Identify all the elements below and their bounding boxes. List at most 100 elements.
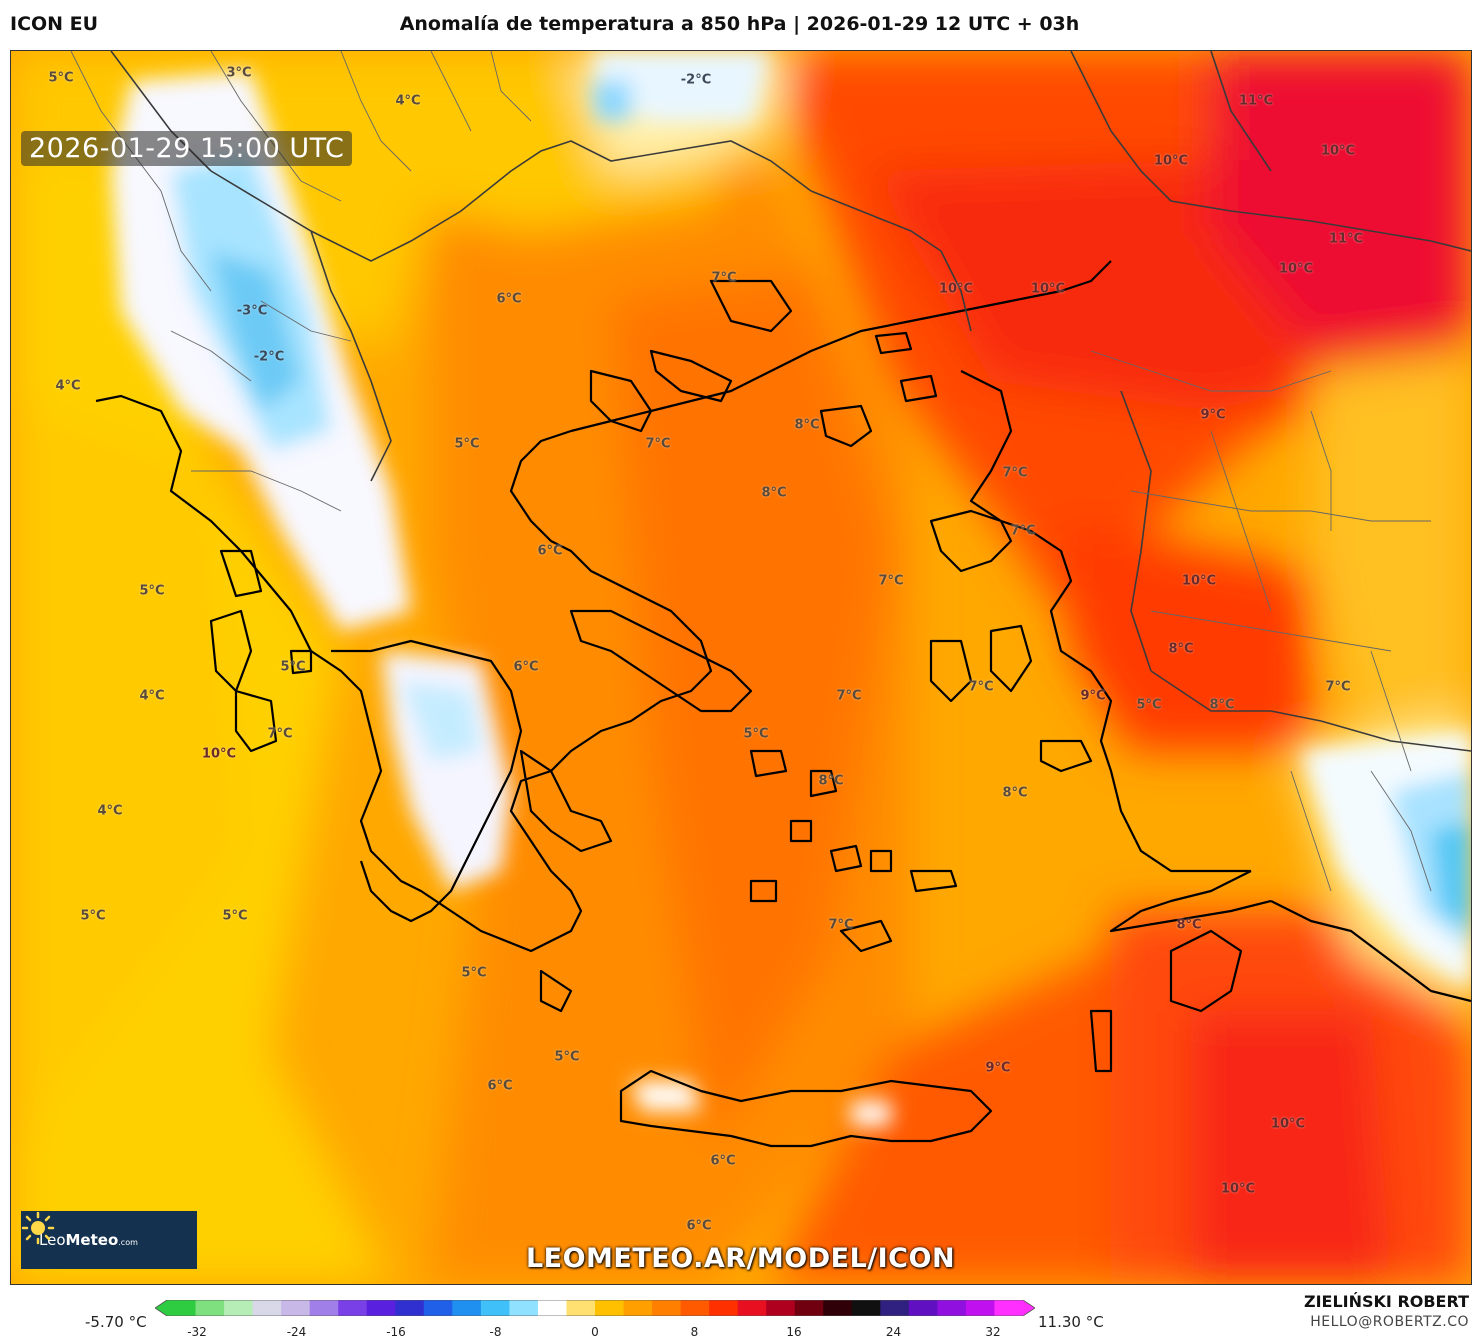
author-credit: ZIELIŃSKI ROBERT xyxy=(1303,1292,1469,1311)
temperature-label: 4°C xyxy=(55,378,81,394)
map-title: Anomalía de temperatura a 850 hPa | 2026… xyxy=(399,13,1080,35)
colorbar-swatch xyxy=(851,1300,881,1316)
colorbar-tick-label: -16 xyxy=(386,1325,406,1339)
colorbar-swatch xyxy=(395,1300,425,1316)
temperature-label: 3°C xyxy=(226,65,252,81)
colorbar-swatch xyxy=(794,1300,824,1316)
colorbar-swatch xyxy=(480,1300,510,1316)
colorbar-tick-label: -8 xyxy=(489,1325,502,1339)
colorbar-swatch xyxy=(566,1300,596,1316)
temperature-label: 10°C xyxy=(1278,261,1314,277)
temperature-label: 7°C xyxy=(645,436,671,452)
colorbar-swatch xyxy=(338,1300,368,1316)
colorbar-swatch xyxy=(908,1300,938,1316)
leometeo-logo: LeoMeteo.com xyxy=(21,1211,197,1269)
colorbar-high-arrow xyxy=(1023,1300,1035,1316)
temperature-label: -3°C xyxy=(236,303,268,319)
temperature-label: -2°C xyxy=(253,349,285,365)
temperature-label: 8°C xyxy=(1209,697,1235,713)
colorbar-tick-label: -24 xyxy=(286,1325,307,1339)
temperature-label: 6°C xyxy=(537,543,563,559)
temperature-label: 10°C xyxy=(938,281,974,297)
temperature-label: 11°C xyxy=(1328,231,1364,247)
temperature-label: 7°C xyxy=(828,917,854,933)
colorbar-tick-label: 8 xyxy=(690,1325,699,1339)
colorbar-swatch xyxy=(623,1300,653,1316)
temperature-label: 8°C xyxy=(1002,785,1028,801)
colorbar-tick-label: 32 xyxy=(985,1325,1001,1339)
model-name: ICON EU xyxy=(10,13,99,35)
temperature-label: 10°C xyxy=(201,746,237,762)
temperature-label: 6°C xyxy=(710,1153,736,1169)
cold-anomaly-areas xyxy=(111,51,1471,1126)
temperature-label: 6°C xyxy=(686,1218,712,1234)
colorbar-swatch xyxy=(680,1300,710,1316)
colorbar-swatch xyxy=(537,1300,567,1316)
colorbar-swatch xyxy=(281,1300,311,1316)
temperature-label: 4°C xyxy=(97,803,123,819)
watermark-url: LEOMETEO.AR/MODEL/ICON xyxy=(525,1243,956,1274)
colorbar-low-arrow xyxy=(155,1300,167,1316)
temperature-label: 8°C xyxy=(761,485,787,501)
temperature-label: 8°C xyxy=(1168,641,1194,657)
temperature-label: 5°C xyxy=(48,70,74,86)
temperature-label: 11°C xyxy=(1238,93,1274,109)
colorbar-swatch xyxy=(252,1300,282,1316)
colorbar-swatch xyxy=(766,1300,796,1316)
valid-time-label: 2026-01-29 15:00 UTC xyxy=(21,131,353,166)
colorbar-swatch xyxy=(366,1300,396,1316)
temperature-label: 5°C xyxy=(554,1049,580,1065)
temperature-label: 5°C xyxy=(80,908,106,924)
anomaly-map: 2026-01-29 15:00 UTC 5°C 3°C -2°C 4°C 11°C 10… xyxy=(10,50,1472,1285)
temperature-label: 4°C xyxy=(395,93,421,109)
temperature-label: 5°C xyxy=(139,583,165,599)
colorbar-swatch xyxy=(823,1300,853,1316)
colorbar-swatch xyxy=(965,1300,995,1316)
temperature-label: 10°C xyxy=(1030,281,1066,297)
colorbar-swatch xyxy=(509,1300,539,1316)
temperature-label: 5°C xyxy=(743,726,769,742)
coastlines xyxy=(95,260,1471,1148)
colorbar-swatch xyxy=(709,1300,739,1316)
temperature-label: 5°C xyxy=(222,908,248,924)
colorbar-swatch xyxy=(737,1300,767,1316)
temperature-label: 7°C xyxy=(711,270,737,286)
colorbar-swatch xyxy=(167,1300,197,1316)
colorbar-swatch xyxy=(423,1300,453,1316)
colorbar-swatch xyxy=(595,1300,625,1316)
colorbar-swatch xyxy=(652,1300,682,1316)
temperature-label: 10°C xyxy=(1270,1116,1306,1132)
temperature-label: 7°C xyxy=(1002,465,1028,481)
colorbar-tick-label: 0 xyxy=(591,1325,599,1339)
colorbar-tick-label: 24 xyxy=(885,1325,902,1339)
temperature-label: 10°C xyxy=(1220,1181,1256,1197)
temperature-label: 6°C xyxy=(496,291,522,307)
author-email: HELLO@ROBERTZ.CO xyxy=(1310,1314,1469,1330)
colorbar-swatch xyxy=(880,1300,910,1316)
colorbar-swatch xyxy=(452,1300,482,1316)
temperature-label: 4°C xyxy=(139,688,165,704)
temperature-label: 10°C xyxy=(1153,153,1189,169)
temperature-label: 5°C xyxy=(1136,697,1162,713)
temperature-label: 5°C xyxy=(454,436,480,452)
temperature-label: 9°C xyxy=(1200,407,1226,423)
temperature-label: 5°C xyxy=(280,659,306,675)
regional-borders xyxy=(70,51,1432,892)
temperature-label: 7°C xyxy=(267,726,293,742)
colorbar-swatch xyxy=(937,1300,967,1316)
temperature-label: 7°C xyxy=(1325,679,1351,695)
colorbar-swatch xyxy=(994,1300,1024,1316)
sun-icon xyxy=(21,1211,55,1245)
temperature-label: 5°C xyxy=(461,965,487,981)
colorbar-min-label: -5.70 °C xyxy=(85,1313,147,1331)
temperature-label: 7°C xyxy=(968,679,994,695)
colorbar-swatch xyxy=(224,1300,254,1316)
colorbar-max-label: 11.30 °C xyxy=(1038,1313,1104,1331)
temperature-label: 7°C xyxy=(878,573,904,589)
temperature-label: 6°C xyxy=(513,659,539,675)
temperature-label: 7°C xyxy=(836,688,862,704)
temperature-label: 8°C xyxy=(818,773,844,789)
colorbar-swatch xyxy=(195,1300,225,1316)
colorbar-tick-label: 16 xyxy=(786,1325,802,1339)
temperature-label: 9°C xyxy=(1080,688,1106,704)
